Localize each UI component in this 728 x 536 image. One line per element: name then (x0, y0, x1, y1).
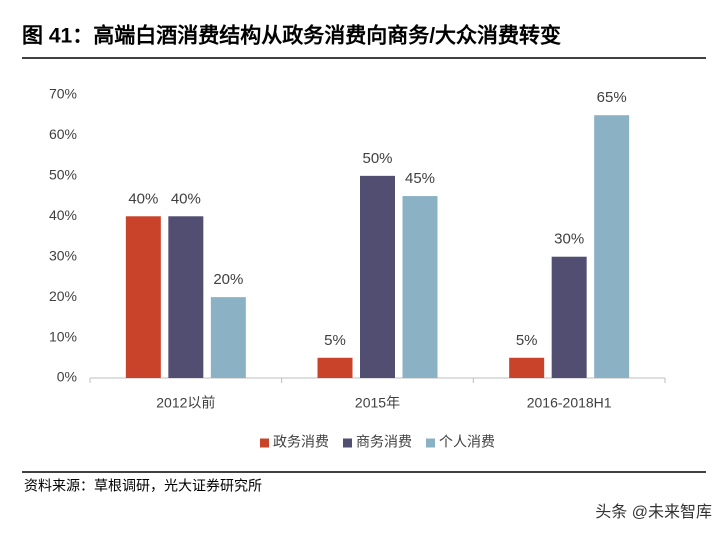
y-tick-label: 10% (49, 328, 77, 344)
legend-label: 政务消费 (273, 434, 329, 450)
value-label: 40% (128, 190, 158, 207)
y-tick-label: 40% (49, 207, 77, 223)
legend-label: 商务消费 (356, 434, 412, 450)
x-tick-label: 2016-2018H1 (527, 395, 612, 411)
chart-title: 图 41：高端白酒消费结构从政务消费向商务/大众消费转变 (22, 24, 561, 48)
value-label: 50% (362, 150, 392, 167)
bar (360, 175, 395, 378)
value-label: 45% (405, 170, 435, 187)
bar (168, 216, 204, 378)
value-label: 5% (324, 332, 346, 349)
legend-swatch (260, 438, 269, 448)
watermark: 头条 @未来智库 (595, 503, 712, 521)
bar (551, 256, 587, 378)
source: 资料来源：草根调研，光大证券研究所 (24, 478, 262, 494)
y-tick-label: 70% (49, 86, 77, 102)
bar (402, 196, 438, 378)
x-tick-label: 2015年 (355, 395, 400, 411)
value-label: 30% (554, 231, 584, 248)
y-tick-label: 0% (57, 369, 77, 385)
legend-swatch (343, 438, 352, 448)
y-tick-label: 30% (49, 247, 77, 263)
y-tick-label: 50% (49, 167, 77, 183)
value-label: 40% (171, 190, 201, 207)
value-label: 5% (516, 332, 538, 349)
bar (210, 297, 246, 378)
value-label: 20% (213, 271, 243, 288)
bar (125, 216, 161, 378)
value-label: 65% (597, 89, 627, 106)
bar (509, 357, 545, 378)
bar (317, 357, 353, 378)
y-tick-label: 60% (49, 126, 77, 142)
legend-swatch (426, 438, 435, 448)
x-tick-label: 2012以前 (156, 395, 215, 411)
y-tick-label: 20% (49, 288, 77, 304)
legend-label: 个人消费 (439, 434, 495, 450)
bar (594, 115, 630, 378)
